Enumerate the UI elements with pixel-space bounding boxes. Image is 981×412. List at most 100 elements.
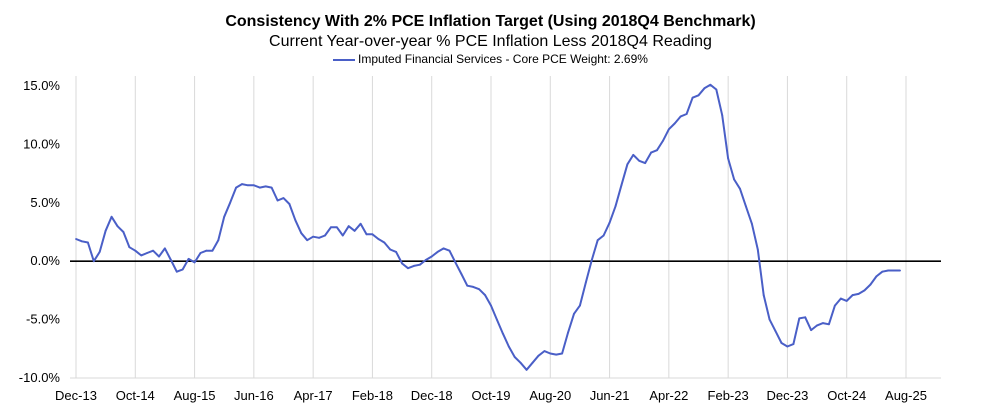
data-point — [128, 246, 131, 249]
data-point — [602, 234, 605, 237]
chart-title: Consistency With 2% PCE Inflation Target… — [225, 13, 756, 30]
data-point — [330, 226, 332, 229]
data-point — [875, 275, 878, 278]
data-point — [270, 186, 273, 189]
data-point — [365, 233, 368, 236]
data-point — [288, 203, 291, 205]
data-point — [792, 343, 795, 346]
data-point — [164, 247, 166, 250]
data-point — [727, 157, 730, 160]
data-point — [436, 250, 439, 253]
data-point — [703, 87, 706, 90]
data-point — [335, 226, 338, 229]
y-tick-label: -10.0% — [19, 370, 61, 385]
data-point — [798, 317, 801, 320]
chart-subtitle: Current Year-over-year % PCE Inflation L… — [269, 33, 712, 50]
data-point — [608, 221, 611, 224]
data-point — [863, 289, 866, 292]
data-point — [187, 257, 190, 260]
data-point — [644, 162, 647, 164]
data-point — [650, 151, 652, 154]
chart-legend: Imputed Financial Services - Core PCE We… — [0, 52, 981, 66]
data-point — [537, 354, 540, 357]
y-tick-label: 5.0% — [30, 195, 60, 210]
x-axis-ticks: Dec-13 Oct-14 Aug-15 Jun-16 Apr-17 Feb-18 Dec-… — [55, 388, 927, 403]
data-point — [774, 330, 777, 333]
data-point — [715, 88, 718, 91]
data-point — [869, 283, 872, 286]
data-point — [264, 185, 267, 188]
data-point — [247, 184, 249, 187]
data-point — [140, 254, 143, 257]
data-point — [158, 255, 160, 258]
data-point — [839, 297, 842, 300]
data-point — [525, 368, 528, 371]
data-point — [816, 324, 818, 327]
data-point — [229, 201, 232, 204]
data-point — [98, 250, 101, 253]
data-point — [567, 331, 569, 334]
legend-swatch — [333, 58, 356, 61]
data-point — [401, 262, 403, 265]
data-point — [86, 241, 89, 244]
legend-label: Imputed Financial Services - Core PCE We… — [358, 52, 648, 66]
data-point — [81, 240, 83, 243]
data-point — [484, 294, 486, 296]
data-point — [762, 294, 765, 296]
data-point — [430, 255, 433, 258]
data-point — [490, 304, 492, 307]
data-point — [466, 284, 469, 287]
data-point — [697, 94, 700, 97]
data-point — [75, 238, 77, 240]
data-point — [845, 300, 848, 302]
data-point — [745, 205, 747, 208]
data-point — [122, 231, 125, 233]
data-point — [756, 248, 759, 251]
data-point — [804, 316, 807, 319]
data-point — [579, 304, 581, 307]
series-line — [75, 83, 901, 371]
x-tick-label: Dec-13 — [55, 388, 97, 403]
y-axis-ticks: 15.0% 10.0% 5.0% 0.0% -5.0% -10.0% — [19, 78, 61, 385]
data-point — [318, 236, 320, 239]
data-point — [620, 184, 623, 187]
x-tick-label: Jun-21 — [590, 388, 630, 403]
data-point — [513, 356, 516, 358]
data-point — [626, 163, 629, 166]
x-tick-label: Aug-25 — [885, 388, 927, 403]
x-tick-label: Aug-20 — [529, 388, 571, 403]
data-point — [205, 249, 208, 252]
data-point — [590, 259, 593, 261]
x-tick-label: Oct-19 — [471, 388, 510, 403]
data-point — [116, 225, 119, 228]
data-point — [454, 261, 457, 264]
data-point — [241, 183, 243, 186]
data-point — [851, 294, 854, 296]
data-point — [235, 186, 237, 189]
data-point — [555, 353, 558, 356]
data-point — [561, 352, 564, 355]
x-tick-label: Jun-16 — [234, 388, 274, 403]
x-tick-label: Apr-17 — [294, 388, 333, 403]
x-tick-label: Oct-24 — [827, 388, 866, 403]
data-point — [679, 115, 682, 118]
vertical-gridlines — [75, 76, 907, 378]
data-point — [294, 219, 297, 222]
data-point — [662, 139, 664, 142]
data-point — [857, 293, 860, 295]
x-tick-label: Dec-18 — [411, 388, 453, 403]
y-tick-label: -5.0% — [26, 312, 60, 327]
data-point — [413, 264, 415, 267]
data-point — [199, 252, 202, 254]
data-point — [656, 149, 658, 152]
data-point — [478, 288, 481, 291]
data-point — [282, 197, 285, 200]
data-point — [531, 361, 534, 364]
x-tick-label: Feb-23 — [708, 388, 749, 403]
data-point — [347, 225, 350, 228]
data-point — [573, 312, 575, 315]
data-point — [667, 128, 670, 131]
data-point — [721, 114, 724, 117]
data-point — [584, 281, 587, 284]
y-tick-label: 15.0% — [23, 78, 60, 93]
